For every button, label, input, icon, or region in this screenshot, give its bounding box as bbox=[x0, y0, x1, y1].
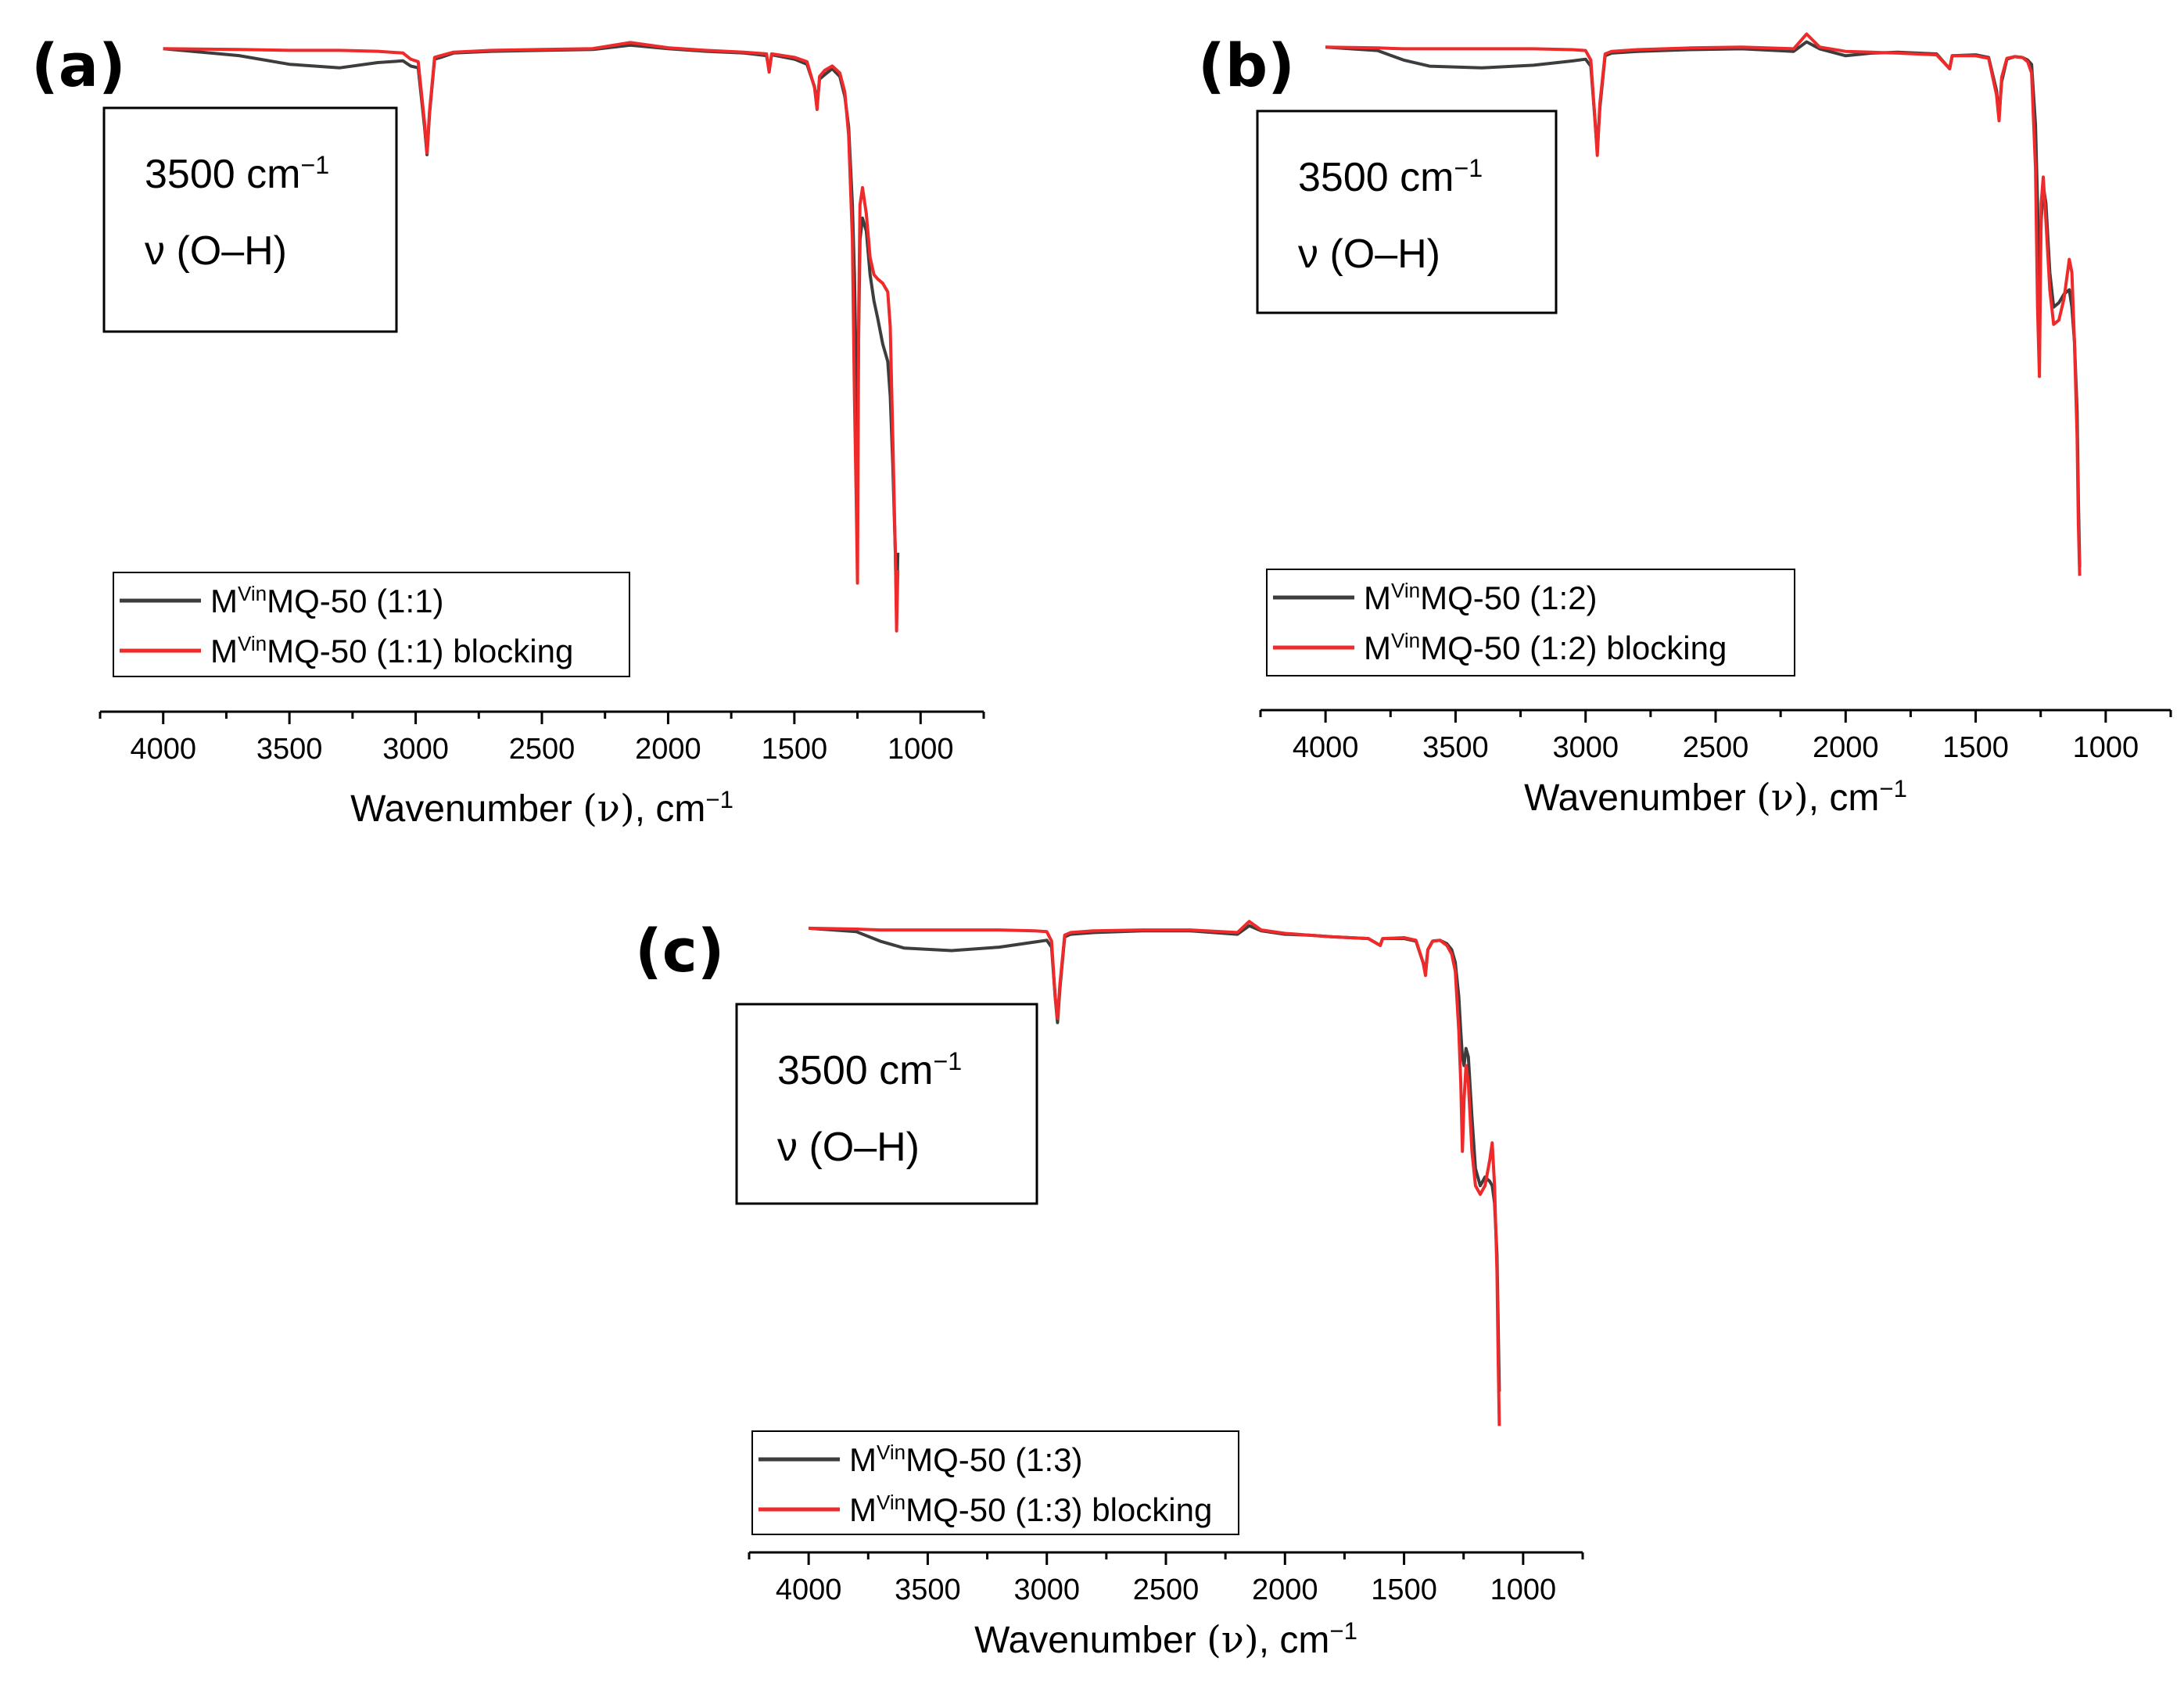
x-axis-title-unit: , cm bbox=[1809, 777, 1880, 819]
legend-entry: MVinMQ-50 (1:2) bbox=[1364, 579, 1598, 616]
annotation-line-1: 3500 cm−1 bbox=[145, 151, 329, 197]
x-tick-label: 1500 bbox=[762, 733, 828, 766]
x-axis-title: Wavenumber (ν), cm−1 bbox=[974, 1617, 1357, 1663]
series-line-blocking bbox=[163, 41, 900, 633]
legend-border bbox=[751, 1430, 1239, 1535]
x-tick-label: 1500 bbox=[1942, 731, 2009, 764]
legend-entry-sup: Vin bbox=[1391, 629, 1420, 652]
annotation-box: 3500 cm−1 ν (O–H) bbox=[102, 106, 398, 333]
legend-entry-rest: MQ-50 (1:3) blocking bbox=[906, 1491, 1212, 1528]
x-axis-title-text: Wavenumber bbox=[1524, 777, 1756, 819]
annotation-border bbox=[102, 106, 398, 333]
series-line-blocking bbox=[1325, 32, 2082, 576]
x-tick-label: 2500 bbox=[1683, 731, 1749, 764]
annotation-border bbox=[1256, 109, 1558, 314]
x-axis-title-unit-sup: −1 bbox=[705, 786, 733, 813]
annotation-box: 3500 cm−1 ν (O–H) bbox=[1256, 109, 1558, 314]
x-axis-title-text: Wavenumber bbox=[350, 788, 583, 830]
x-tick-label: 3000 bbox=[382, 733, 449, 766]
x-axis-title-unit-sup: −1 bbox=[1329, 1617, 1357, 1645]
x-tick-label: 2000 bbox=[635, 733, 701, 766]
annotation-sup: −1 bbox=[933, 1047, 962, 1075]
x-tick-label: 4000 bbox=[130, 733, 196, 766]
x-tick-label: 3500 bbox=[256, 733, 323, 766]
x-tick-label: 4000 bbox=[1293, 731, 1359, 764]
series-line-blocking bbox=[809, 920, 1501, 1426]
annotation-wavenumber: 3500 cm bbox=[1298, 155, 1454, 200]
x-axis: 4000 3500 3000 2500 2000 1500 1000 bbox=[99, 710, 985, 766]
x-axis-title-unit: , cm bbox=[635, 788, 706, 830]
x-axis-title: Wavenumber (ν), cm−1 bbox=[350, 786, 733, 831]
legend-entry: MVinMQ-50 (1:3) blocking bbox=[849, 1491, 1212, 1528]
panel-a: (a) 4000 3500 3000 2500 2000 1500 1000 Wavenumbe… bbox=[31, 31, 985, 831]
x-tick-label: 3000 bbox=[1013, 1574, 1080, 1606]
panel-label: (a) bbox=[31, 31, 126, 100]
legend: MVinMQ-50 (1:1)MVinMQ-50 (1:1) blocking bbox=[113, 572, 630, 677]
legend-entry-sup: Vin bbox=[238, 582, 267, 605]
legend-entry-sup: Vin bbox=[877, 1491, 906, 1514]
annotation-wavenumber: 3500 cm bbox=[145, 152, 300, 197]
annotation-line-2: ν (O–H) bbox=[777, 1125, 920, 1170]
x-axis-title-symbol: (ν) bbox=[1756, 776, 1809, 820]
legend-entry-base: M bbox=[1364, 630, 1391, 666]
legend-entry-base: M bbox=[849, 1441, 877, 1478]
panel-label: (c) bbox=[635, 916, 725, 985]
legend-entry-rest: MQ-50 (1:3) bbox=[906, 1441, 1082, 1478]
legend-entry-base: M bbox=[210, 583, 238, 619]
annotation-box: 3500 cm−1 ν (O–H) bbox=[735, 1003, 1038, 1205]
legend-entry-sup: Vin bbox=[1391, 579, 1420, 602]
x-axis-title-symbol: (ν) bbox=[1207, 1618, 1259, 1662]
x-tick-label: 3500 bbox=[895, 1574, 961, 1606]
legend-entry: MVinMQ-50 (1:3) bbox=[849, 1441, 1083, 1478]
x-tick-label: 2500 bbox=[509, 733, 576, 766]
x-tick-label: 1000 bbox=[888, 733, 954, 766]
annotation-sup: −1 bbox=[300, 151, 329, 179]
x-axis-title-symbol: (ν) bbox=[583, 787, 635, 831]
x-tick-label: 2500 bbox=[1133, 1574, 1200, 1606]
legend-entry-base: M bbox=[1364, 580, 1391, 616]
x-axis-title: Wavenumber (ν), cm−1 bbox=[1524, 775, 1907, 820]
legend-entry: MVinMQ-50 (1:1) blocking bbox=[210, 632, 573, 669]
legend-entry-sup: Vin bbox=[238, 632, 267, 655]
annotation-line-2: ν (O–H) bbox=[1298, 231, 1440, 277]
legend: MVinMQ-50 (1:3)MVinMQ-50 (1:3) blocking bbox=[751, 1430, 1239, 1535]
x-tick-label: 1000 bbox=[2073, 731, 2139, 764]
panel-c: (c) 4000 3500 3000 2500 2000 1500 1000 Wavenumbe… bbox=[635, 916, 1584, 1663]
legend-entry-base: M bbox=[849, 1491, 877, 1528]
annotation-line-1: 3500 cm−1 bbox=[1298, 154, 1483, 200]
x-axis-title-unit-sup: −1 bbox=[1879, 775, 1907, 802]
legend-entry-base: M bbox=[210, 633, 238, 669]
legend-entry: MVinMQ-50 (1:1) bbox=[210, 582, 444, 619]
x-axis-title-text: Wavenumber bbox=[974, 1620, 1207, 1661]
x-tick-label: 3000 bbox=[1552, 731, 1619, 764]
annotation-border bbox=[735, 1003, 1038, 1205]
legend-border bbox=[113, 572, 630, 677]
x-tick-label: 4000 bbox=[776, 1574, 842, 1606]
x-tick-label: 2000 bbox=[1813, 731, 1879, 764]
x-axis-title-unit: , cm bbox=[1259, 1620, 1330, 1661]
legend-entry-rest: MQ-50 (1:2) blocking bbox=[1420, 630, 1727, 666]
annotation-line-2: ν (O–H) bbox=[145, 228, 287, 274]
panel-b: (b) 4000 3500 3000 2500 2000 1500 1000 Wavenumbe… bbox=[1198, 31, 2172, 820]
legend-entry-rest: MQ-50 (1:1) bbox=[267, 583, 443, 619]
legend-entry-sup: Vin bbox=[877, 1441, 906, 1464]
annotation-line-1: 3500 cm−1 bbox=[777, 1047, 962, 1093]
x-axis: 4000 3500 3000 2500 2000 1500 1000 bbox=[1259, 709, 2172, 764]
x-tick-label: 2000 bbox=[1252, 1574, 1318, 1606]
legend-entry-rest: MQ-50 (1:2) bbox=[1420, 580, 1597, 616]
x-tick-label: 3500 bbox=[1422, 731, 1489, 764]
legend-border bbox=[1266, 569, 1795, 676]
x-tick-label: 1000 bbox=[1490, 1574, 1557, 1606]
panel-label: (b) bbox=[1198, 31, 1295, 100]
x-tick-label: 1500 bbox=[1371, 1574, 1437, 1606]
legend: MVinMQ-50 (1:2)MVinMQ-50 (1:2) blocking bbox=[1266, 569, 1795, 676]
annotation-sup: −1 bbox=[1454, 154, 1483, 182]
annotation-wavenumber: 3500 cm bbox=[777, 1048, 933, 1093]
legend-entry-rest: MQ-50 (1:1) blocking bbox=[267, 633, 573, 669]
x-axis: 4000 3500 3000 2500 2000 1500 1000 bbox=[748, 1551, 1584, 1606]
legend-entry: MVinMQ-50 (1:2) blocking bbox=[1364, 629, 1727, 666]
